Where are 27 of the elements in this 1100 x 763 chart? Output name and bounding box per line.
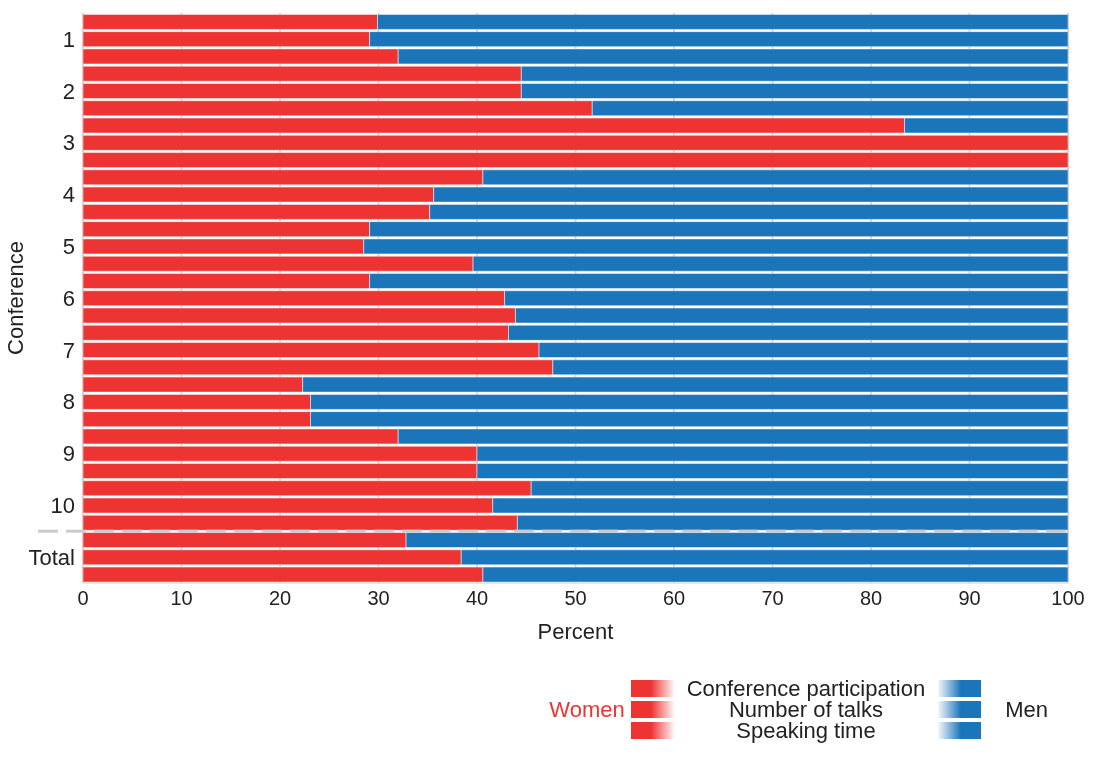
y-tick-label: 3 <box>62 130 75 156</box>
x-tick-label: 50 <box>564 587 587 610</box>
x-tick-label: 0 <box>77 587 89 610</box>
y-tick-label: 1 <box>62 26 75 52</box>
x-tick-label: 90 <box>958 587 981 610</box>
y-tick-label: 2 <box>62 78 75 104</box>
y-tick-label: 6 <box>62 285 75 311</box>
y-tick-label: 4 <box>62 182 75 208</box>
x-tick-label: 20 <box>268 587 292 610</box>
y-tick-label: 5 <box>62 233 75 259</box>
text: Conference participation <box>686 676 926 701</box>
y-tick-label: 7 <box>62 337 75 363</box>
legend-label: Men <box>1005 696 1048 723</box>
y-tick-label: 8 <box>62 389 75 415</box>
x-tick-label: 60 <box>662 587 686 610</box>
x-tick-label: 80 <box>859 587 883 610</box>
x-tick-label: 70 <box>761 587 784 610</box>
x-tick-label: 40 <box>465 587 489 610</box>
y-tick-label: Total <box>28 544 75 570</box>
x-tick-label: 10 <box>170 587 193 610</box>
x-tick-label: 30 <box>367 587 390 610</box>
y-tick-label: 9 <box>62 441 75 467</box>
text: Women <box>549 696 625 723</box>
x-axis-title: Percent <box>537 619 614 644</box>
x-tick-label: 100 <box>1051 587 1085 610</box>
y-tick-label: 10 <box>50 493 75 519</box>
text: Speaking time <box>736 718 876 743</box>
